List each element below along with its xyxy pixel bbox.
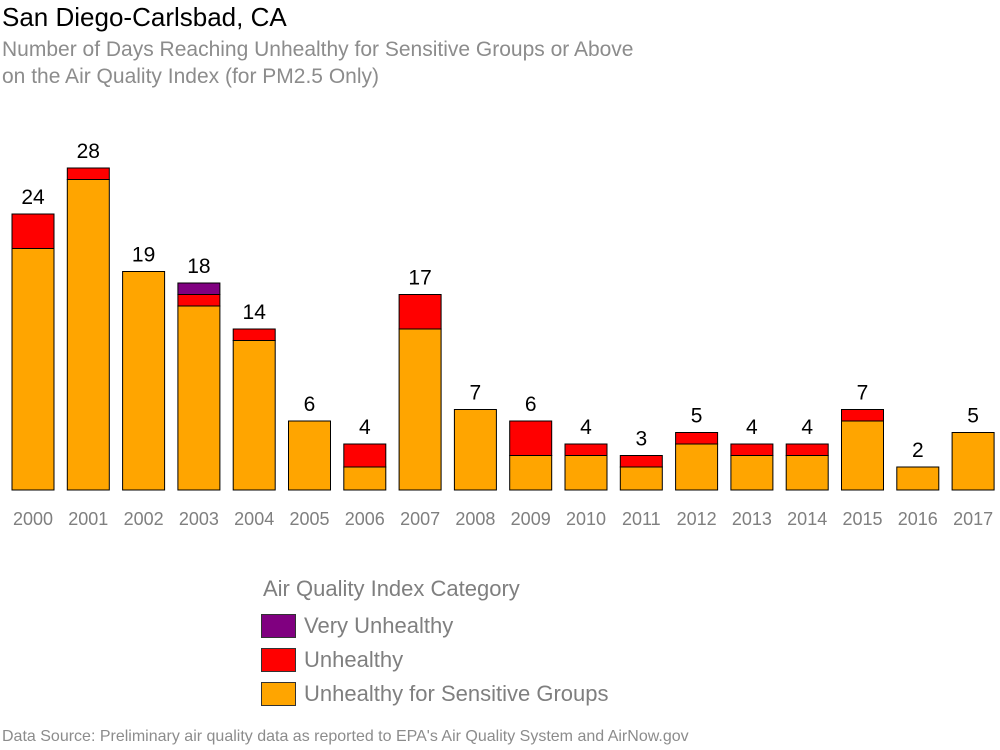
data-label-2014: 4 bbox=[801, 416, 813, 439]
bar-segment-2013-unhealthy-for-sensitive-groups bbox=[730, 455, 774, 491]
legend-swatch-very-unhealthy bbox=[261, 614, 296, 638]
chart-subtitle: Number of Days Reaching Unhealthy for Se… bbox=[2, 36, 634, 90]
subtitle-line-2: on the Air Quality Index (for PM2.5 Only… bbox=[2, 65, 379, 88]
bar-segment-2007-unhealthy-for-sensitive-groups bbox=[398, 328, 442, 491]
bar-segment-2011-unhealthy bbox=[619, 455, 663, 468]
bar-segment-2009-unhealthy-for-sensitive-groups bbox=[509, 455, 553, 491]
x-tick-label-2012: 2012 bbox=[677, 509, 717, 529]
stacked-bar-chart: 2420002820011920021820031420046200542006… bbox=[11, 140, 995, 529]
data-label-2000: 24 bbox=[21, 186, 45, 209]
bar-segment-2010-unhealthy-for-sensitive-groups bbox=[564, 455, 608, 491]
bar-segment-2015-unhealthy-for-sensitive-groups bbox=[841, 420, 884, 491]
data-label-2013: 4 bbox=[746, 416, 758, 439]
legend-label-very-unhealthy: Very Unhealthy bbox=[304, 613, 454, 638]
legend-label-unhealthy: Unhealthy bbox=[304, 647, 404, 672]
x-tick-label-2014: 2014 bbox=[787, 509, 827, 529]
x-tick-label-2001: 2001 bbox=[68, 509, 108, 529]
bar-segment-2015-unhealthy bbox=[841, 409, 884, 422]
bar-segment-2000-unhealthy-for-sensitive-groups bbox=[11, 248, 55, 491]
data-label-2010: 4 bbox=[580, 416, 592, 439]
x-tick-label-2000: 2000 bbox=[13, 509, 53, 529]
bar-segment-2000-unhealthy bbox=[11, 213, 55, 249]
bar-segment-2017-unhealthy-for-sensitive-groups bbox=[951, 432, 995, 491]
bar-segment-2012-unhealthy bbox=[675, 432, 719, 445]
x-tick-label-2009: 2009 bbox=[511, 509, 551, 529]
subtitle-line-1: Number of Days Reaching Unhealthy for Se… bbox=[2, 38, 634, 61]
x-tick-label-2004: 2004 bbox=[234, 509, 274, 529]
data-label-2002: 19 bbox=[132, 244, 155, 267]
data-label-2015: 7 bbox=[857, 382, 869, 405]
bar-segment-2002-unhealthy-for-sensitive-groups bbox=[122, 271, 166, 491]
x-tick-label-2010: 2010 bbox=[566, 509, 606, 529]
bar-segment-2014-unhealthy bbox=[785, 443, 829, 456]
x-tick-label-2008: 2008 bbox=[455, 509, 495, 529]
bar-segment-2007-unhealthy bbox=[398, 294, 442, 330]
data-source-note: Data Source: Preliminary air quality dat… bbox=[2, 728, 689, 745]
bar-segment-2010-unhealthy bbox=[564, 443, 608, 456]
data-label-2011: 3 bbox=[635, 428, 647, 451]
bar-segment-2003-unhealthy-for-sensitive-groups bbox=[177, 305, 221, 491]
bar-segment-2013-unhealthy bbox=[730, 443, 774, 456]
x-tick-label-2003: 2003 bbox=[179, 509, 219, 529]
bar-segment-2003-very-unhealthy bbox=[177, 282, 221, 295]
x-tick-label-2016: 2016 bbox=[898, 509, 938, 529]
legend-swatch-usg bbox=[261, 682, 296, 706]
x-tick-label-2007: 2007 bbox=[400, 509, 440, 529]
bar-segment-2001-unhealthy bbox=[66, 167, 110, 180]
bar-segment-2001-unhealthy-for-sensitive-groups bbox=[66, 179, 110, 491]
bar-segment-2004-unhealthy-for-sensitive-groups bbox=[232, 340, 276, 491]
chart-title: San Diego-Carlsbad, CA bbox=[2, 2, 287, 32]
data-label-2008: 7 bbox=[470, 382, 482, 405]
x-tick-label-2013: 2013 bbox=[732, 509, 772, 529]
bar-segment-2016-unhealthy-for-sensitive-groups bbox=[896, 466, 940, 491]
bar-segment-2011-unhealthy-for-sensitive-groups bbox=[619, 466, 663, 491]
data-label-2005: 6 bbox=[304, 393, 316, 416]
legend-label-usg: Unhealthy for Sensitive Groups bbox=[304, 681, 609, 706]
bar-segment-2005-unhealthy-for-sensitive-groups bbox=[288, 420, 331, 491]
legend-swatch-unhealthy bbox=[261, 648, 296, 672]
data-label-2007: 17 bbox=[408, 267, 431, 290]
bar-segment-2006-unhealthy-for-sensitive-groups bbox=[343, 466, 387, 491]
data-label-2003: 18 bbox=[187, 255, 210, 278]
bar-segment-2006-unhealthy bbox=[343, 443, 387, 468]
x-tick-label-2006: 2006 bbox=[345, 509, 385, 529]
x-tick-label-2017: 2017 bbox=[953, 509, 993, 529]
data-label-2001: 28 bbox=[77, 140, 100, 163]
bar-segment-2004-unhealthy bbox=[232, 328, 276, 341]
bar-segment-2009-unhealthy bbox=[509, 420, 553, 456]
bar-segment-2012-unhealthy-for-sensitive-groups bbox=[675, 443, 719, 491]
bar-segment-2008-unhealthy-for-sensitive-groups bbox=[453, 409, 497, 491]
x-tick-label-2015: 2015 bbox=[842, 509, 882, 529]
x-tick-label-2005: 2005 bbox=[289, 509, 329, 529]
data-label-2017: 5 bbox=[967, 405, 979, 428]
data-label-2006: 4 bbox=[359, 416, 371, 439]
data-label-2016: 2 bbox=[912, 439, 924, 462]
data-label-2004: 14 bbox=[243, 301, 267, 324]
data-label-2012: 5 bbox=[691, 405, 703, 428]
bar-segment-2003-unhealthy bbox=[177, 294, 221, 307]
data-label-2009: 6 bbox=[525, 393, 537, 416]
x-tick-label-2002: 2002 bbox=[124, 509, 164, 529]
x-tick-label-2011: 2011 bbox=[622, 509, 661, 529]
legend-title: Air Quality Index Category bbox=[263, 576, 520, 601]
bar-segment-2014-unhealthy-for-sensitive-groups bbox=[785, 455, 829, 491]
